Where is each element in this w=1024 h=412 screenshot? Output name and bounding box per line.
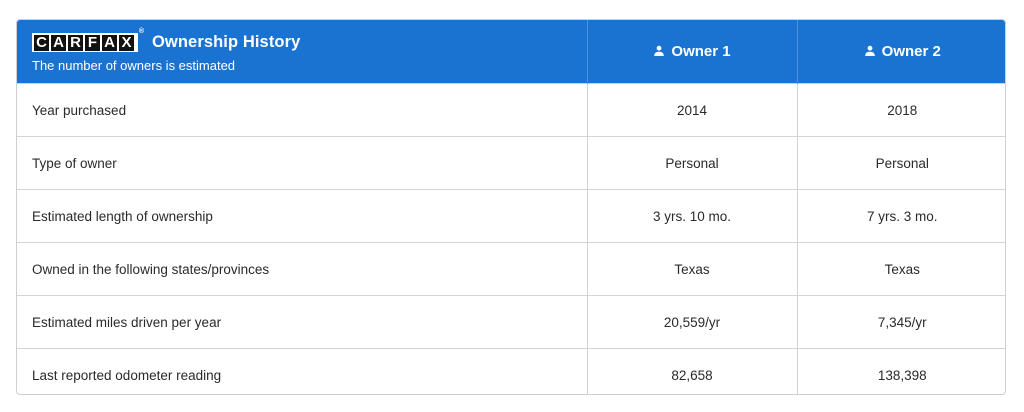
- row-label-type-of-owner: Type of owner: [17, 136, 588, 190]
- person-icon: [654, 45, 665, 56]
- owner-1-miles-per-year: 20,559/yr: [587, 295, 798, 349]
- logo-letter: F: [85, 34, 100, 51]
- owner-2-header: Owner 2: [797, 20, 1005, 84]
- owner-2-odometer: 138,398: [797, 348, 1005, 394]
- owner-1-header: Owner 1: [587, 20, 798, 84]
- logo-letter: A: [51, 34, 66, 51]
- table-row: Estimated length of ownership 3 yrs. 10 …: [17, 189, 1005, 243]
- ownership-history-table: C A R F A X ® Ownership History The numb…: [17, 20, 1005, 394]
- owner-2-type: Personal: [797, 136, 1005, 190]
- table-row: Type of owner Personal Personal: [17, 136, 1005, 190]
- row-label-odometer: Last reported odometer reading: [17, 348, 588, 394]
- logo-letter: A: [102, 34, 117, 51]
- table-row: Owned in the following states/provinces …: [17, 242, 1005, 296]
- row-label-miles-per-year: Estimated miles driven per year: [17, 295, 588, 349]
- owner-2-ownership-length: 7 yrs. 3 mo.: [797, 189, 1005, 243]
- table-header-row: C A R F A X ® Ownership History The numb…: [17, 20, 1005, 84]
- table-row: Estimated miles driven per year 20,559/y…: [17, 295, 1005, 349]
- table-row: Last reported odometer reading 82,658 13…: [17, 348, 1005, 394]
- row-label-states: Owned in the following states/provinces: [17, 242, 588, 296]
- table-row: Year purchased 2014 2018: [17, 83, 1005, 137]
- person-icon: [864, 45, 875, 56]
- row-label-year-purchased: Year purchased: [17, 83, 588, 137]
- section-title: Ownership History: [152, 33, 301, 51]
- owner-1-odometer: 82,658: [587, 348, 798, 394]
- row-label-ownership-length: Estimated length of ownership: [17, 189, 588, 243]
- owner-1-label: Owner 1: [671, 43, 731, 60]
- owner-2-label: Owner 2: [881, 43, 941, 60]
- owner-1-ownership-length: 3 yrs. 10 mo.: [587, 189, 798, 243]
- owner-2-year-purchased: 2018: [797, 83, 1005, 137]
- logo-letter: C: [34, 34, 49, 51]
- carfax-logo: C A R F A X ®: [32, 28, 144, 52]
- ownership-history-card: C A R F A X ® Ownership History The numb…: [16, 19, 1006, 395]
- owner-2-states: Texas: [797, 242, 1005, 296]
- owner-1-type: Personal: [587, 136, 798, 190]
- owner-2-miles-per-year: 7,345/yr: [797, 295, 1005, 349]
- logo-letter: R: [68, 34, 83, 51]
- section-subtitle: The number of owners is estimated: [32, 57, 236, 73]
- owner-1-year-purchased: 2014: [587, 83, 798, 137]
- logo-letter: X: [119, 34, 134, 51]
- brand-header-cell: C A R F A X ® Ownership History The numb…: [17, 20, 588, 84]
- registered-mark: ®: [138, 28, 144, 35]
- owner-1-states: Texas: [587, 242, 798, 296]
